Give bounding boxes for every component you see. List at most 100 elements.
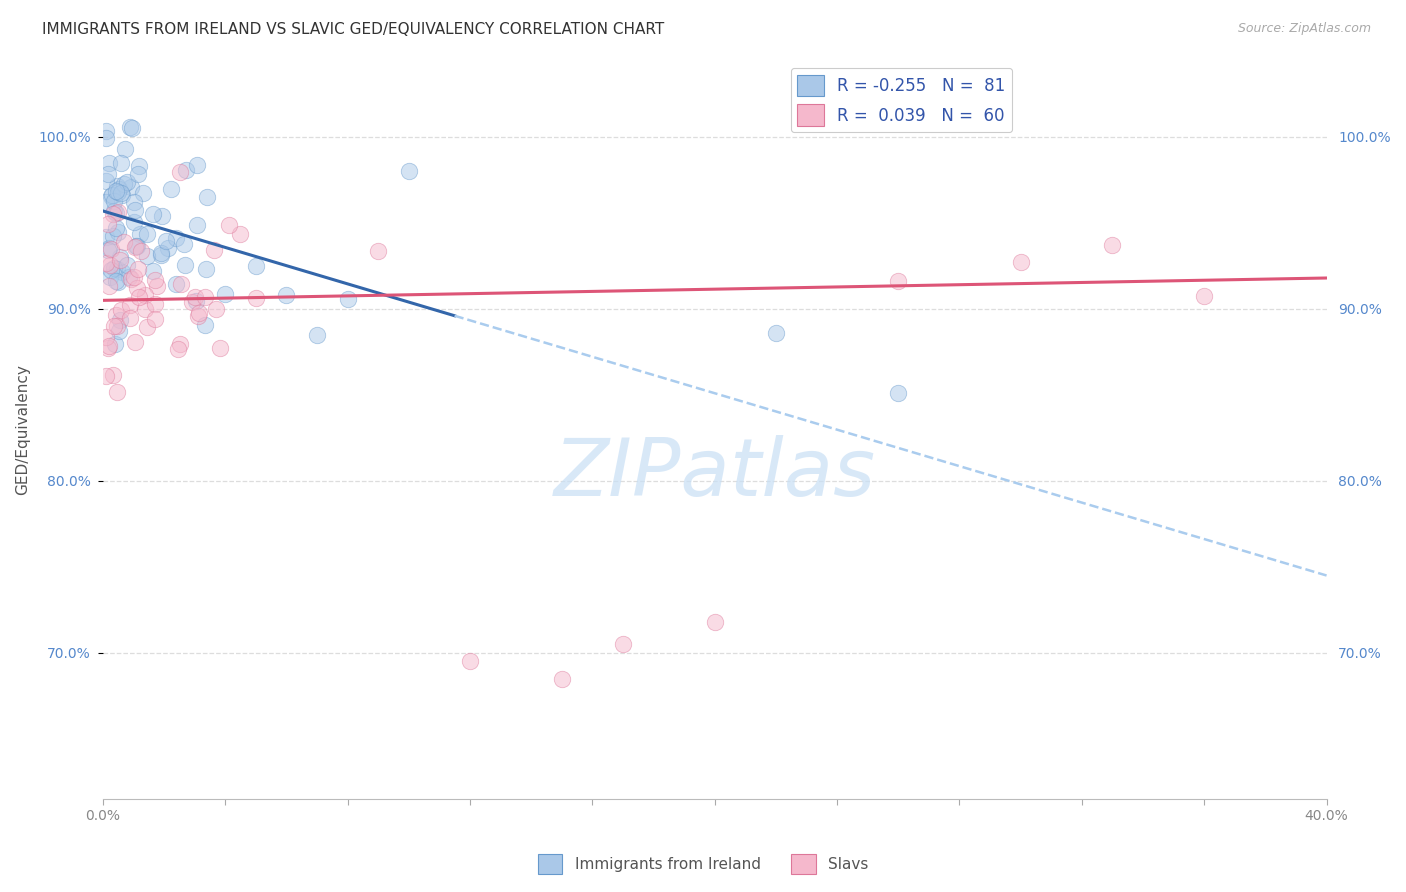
Point	[765, 326, 787, 340]
Point	[136, 250, 159, 264]
Point	[128, 290, 150, 304]
Point	[108, 250, 131, 264]
Point	[105, 384, 128, 399]
Point	[96, 195, 118, 210]
Point	[94, 229, 117, 244]
Point	[159, 182, 181, 196]
Point	[103, 229, 125, 244]
Point	[108, 252, 131, 267]
Point	[128, 159, 150, 173]
Point	[183, 290, 205, 304]
Point	[142, 207, 165, 221]
Point	[105, 220, 128, 235]
Point	[125, 239, 148, 253]
Point	[124, 240, 146, 254]
Point	[100, 263, 122, 277]
Point	[229, 227, 252, 242]
Point	[887, 274, 910, 288]
Point	[155, 234, 177, 248]
Point	[98, 279, 121, 293]
Point	[205, 301, 228, 316]
Legend: Immigrants from Ireland, Slavs: Immigrants from Ireland, Slavs	[531, 848, 875, 880]
Point	[97, 243, 120, 257]
Point	[194, 291, 217, 305]
Point	[105, 274, 128, 288]
Point	[110, 186, 132, 201]
Point	[112, 177, 135, 191]
Point	[143, 311, 166, 326]
Point	[98, 241, 121, 255]
Point	[169, 337, 191, 351]
Point	[105, 309, 128, 323]
Text: ZIPatlas: ZIPatlas	[554, 434, 876, 513]
Point	[124, 335, 146, 350]
Point	[107, 324, 129, 338]
Point	[134, 302, 156, 317]
Point	[887, 386, 910, 401]
Point	[97, 155, 120, 169]
Point	[181, 295, 204, 310]
Point	[612, 637, 634, 651]
Point	[107, 276, 129, 290]
Point	[170, 277, 193, 291]
Point	[97, 167, 120, 181]
Point	[110, 303, 132, 318]
Point	[134, 288, 156, 302]
Point	[550, 672, 572, 686]
Point	[187, 310, 209, 324]
Point	[105, 318, 128, 333]
Point	[1010, 255, 1032, 269]
Point	[121, 120, 143, 135]
Point	[194, 318, 217, 332]
Point	[129, 244, 152, 258]
Point	[107, 225, 129, 239]
Point	[187, 306, 209, 320]
Text: Source: ZipAtlas.com: Source: ZipAtlas.com	[1237, 22, 1371, 36]
Legend: R = -0.255   N =  81, R =  0.039   N =  60: R = -0.255 N = 81, R = 0.039 N = 60	[790, 68, 1012, 132]
Point	[145, 279, 167, 293]
Point	[195, 190, 218, 204]
Point	[117, 259, 139, 273]
Point	[104, 206, 127, 220]
Point	[165, 231, 187, 245]
Point	[103, 194, 125, 208]
Point	[118, 120, 141, 134]
Point	[169, 165, 191, 179]
Point	[98, 258, 121, 272]
Point	[173, 258, 195, 272]
Point	[103, 318, 125, 333]
Point	[94, 131, 117, 145]
Point	[112, 235, 135, 250]
Point	[94, 124, 117, 138]
Point	[174, 163, 197, 178]
Point	[173, 236, 195, 251]
Point	[118, 270, 141, 285]
Point	[135, 227, 157, 242]
Point	[117, 175, 139, 189]
Point	[165, 277, 187, 291]
Point	[150, 209, 173, 223]
Point	[122, 269, 145, 284]
Point	[97, 342, 120, 356]
Point	[103, 260, 125, 275]
Point	[122, 215, 145, 229]
Point	[127, 262, 149, 277]
Point	[110, 155, 132, 169]
Point	[100, 269, 122, 284]
Point	[157, 242, 180, 256]
Point	[107, 186, 129, 200]
Point	[120, 179, 142, 194]
Point	[186, 158, 208, 172]
Point	[100, 189, 122, 203]
Point	[101, 368, 124, 382]
Point	[305, 328, 328, 343]
Point	[367, 244, 389, 259]
Point	[458, 655, 481, 669]
Point	[97, 217, 120, 231]
Point	[135, 319, 157, 334]
Point	[108, 181, 131, 195]
Point	[218, 218, 240, 232]
Point	[131, 186, 153, 200]
Point	[105, 262, 128, 277]
Point	[114, 142, 136, 156]
